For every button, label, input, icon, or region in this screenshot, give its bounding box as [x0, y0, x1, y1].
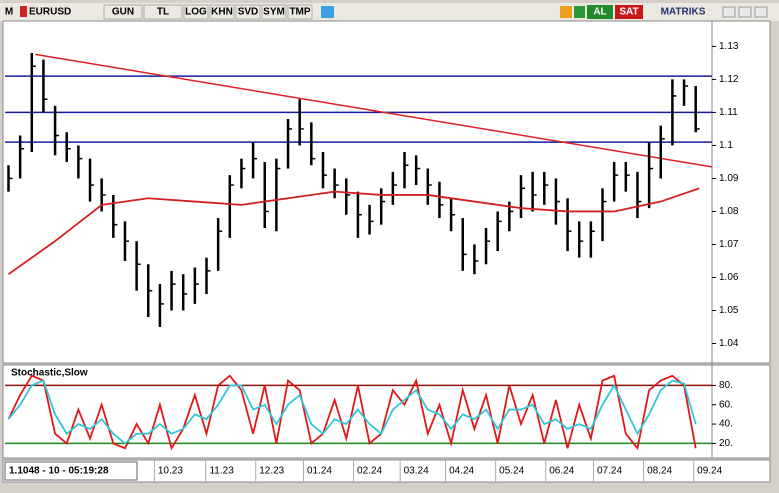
y-tick-label: 80.	[719, 380, 733, 391]
y-tick-label: 20.	[719, 438, 733, 449]
y-tick-label: 1.12	[719, 74, 739, 85]
stochastic-line	[7, 379, 697, 445]
toolbar-button-label[interactable]: SYM	[263, 7, 285, 18]
toolbar-button-label[interactable]: GUN	[112, 7, 134, 18]
toolbar-button-label[interactable]: KHN	[211, 7, 233, 18]
minimize-button[interactable]	[722, 6, 736, 18]
trendline	[35, 53, 713, 168]
status-box	[4, 461, 138, 481]
x-tick-label: 06.24	[549, 466, 574, 477]
x-tick-label: 09.24	[697, 466, 722, 477]
x-tick-label: 11.23	[209, 466, 234, 477]
toolbar-button[interactable]	[209, 4, 235, 20]
symbol[interactable]: EURUSD	[29, 7, 71, 18]
toolbar-button-label[interactable]: TMP	[289, 7, 310, 18]
toolbar-button[interactable]	[261, 4, 287, 20]
stochastic-line	[7, 374, 697, 451]
flag-icon	[20, 6, 27, 17]
y-tick-label: 1.04	[719, 338, 739, 349]
x-tick-label: 12.23	[259, 466, 284, 477]
sell-label[interactable]: SAT	[619, 7, 638, 18]
toolbar-button[interactable]	[103, 4, 143, 20]
y-tick-label: 1.11	[719, 107, 738, 118]
y-tick-label: 1.07	[719, 239, 739, 250]
buy-label[interactable]: AL	[593, 7, 606, 18]
toolbar-button-label[interactable]: LOG	[185, 7, 207, 18]
logo: M	[5, 7, 13, 18]
status: 1.1048 - 10 - 05:19:28	[9, 466, 109, 477]
x-tick-label: 07.24	[597, 466, 622, 477]
toolbar-button-label[interactable]: TL	[157, 7, 169, 18]
y-tick-label: 1.06	[719, 272, 739, 283]
x-tick-label: 05.24	[499, 466, 524, 477]
toolbar-button[interactable]	[143, 4, 183, 20]
moving-average	[7, 187, 700, 275]
y-tick-label: 1.13	[719, 41, 739, 52]
sell-button[interactable]	[615, 5, 643, 19]
x-tick-label: 01.24	[307, 466, 332, 477]
date-axis	[2, 459, 771, 483]
toolbar-button-label[interactable]: SVD	[238, 7, 259, 18]
buy-button[interactable]	[587, 5, 613, 19]
x-tick-label: 10.23	[158, 466, 183, 477]
y-tick-label: 60.	[719, 399, 733, 410]
y-tick-label: 1.05	[719, 305, 739, 316]
x-tick-label: 02.24	[357, 466, 382, 477]
toolbar-button[interactable]	[287, 4, 313, 20]
flash-icon[interactable]	[560, 6, 572, 18]
y-tick-label: 1.08	[719, 206, 739, 217]
y-tick-label: 1.09	[719, 173, 739, 184]
y-tick-label: 1.1	[719, 140, 733, 151]
close-button[interactable]	[754, 6, 768, 18]
brand: MATRIKS	[661, 7, 706, 18]
y-tick-label: 40.	[719, 419, 733, 430]
x-tick-label: 08.24	[647, 466, 672, 477]
refresh-icon[interactable]	[574, 6, 585, 18]
x-tick-label: 03.24	[404, 466, 429, 477]
share-icon[interactable]	[321, 6, 334, 18]
price-panel	[2, 20, 771, 364]
toolbar-buttons: GUN TL LOG KHN SVD SYM TMP	[103, 4, 313, 20]
toolbar-button[interactable]	[235, 4, 261, 20]
x-tick-label: 04.24	[449, 466, 474, 477]
panel-title: Stochastic,Slow	[11, 368, 88, 379]
maximize-button[interactable]	[738, 6, 752, 18]
toolbar-button[interactable]	[183, 4, 209, 20]
